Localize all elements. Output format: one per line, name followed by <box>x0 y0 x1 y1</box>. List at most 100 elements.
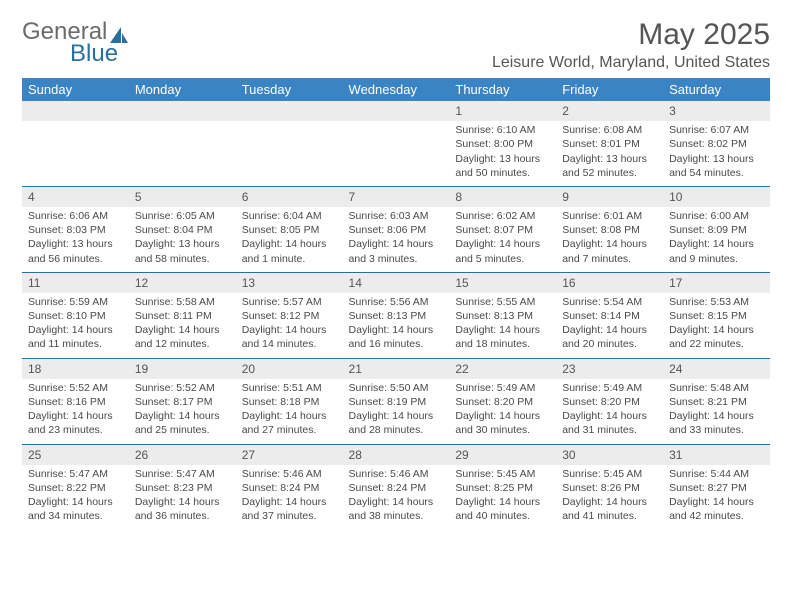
day-details-cell <box>343 121 450 186</box>
day-details-cell <box>22 121 129 186</box>
day-number-cell <box>343 101 450 121</box>
day-number-cell: 8 <box>449 186 556 207</box>
day-details-cell: Sunrise: 6:10 AMSunset: 8:00 PMDaylight:… <box>449 121 556 186</box>
day-details-cell: Sunrise: 5:47 AMSunset: 8:22 PMDaylight:… <box>22 465 129 530</box>
daylight-line1: Daylight: 14 hours <box>349 409 444 423</box>
dayname-thu: Thursday <box>449 78 556 101</box>
sunrise-line: Sunrise: 5:57 AM <box>242 295 337 309</box>
day-details-cell: Sunrise: 6:06 AMSunset: 8:03 PMDaylight:… <box>22 207 129 272</box>
sunset-line: Sunset: 8:25 PM <box>455 481 550 495</box>
daylight-line1: Daylight: 14 hours <box>242 237 337 251</box>
sunset-line: Sunset: 8:17 PM <box>135 395 230 409</box>
daylight-line2: and 42 minutes. <box>669 509 764 523</box>
daylight-line1: Daylight: 14 hours <box>242 409 337 423</box>
daylight-line1: Daylight: 14 hours <box>455 409 550 423</box>
day-number-cell: 6 <box>236 186 343 207</box>
day-number-cell: 26 <box>129 444 236 465</box>
day-details-cell: Sunrise: 5:55 AMSunset: 8:13 PMDaylight:… <box>449 293 556 358</box>
sunset-line: Sunset: 8:02 PM <box>669 137 764 151</box>
daylight-line2: and 27 minutes. <box>242 423 337 437</box>
daylight-line1: Daylight: 14 hours <box>455 237 550 251</box>
sunrise-line: Sunrise: 5:51 AM <box>242 381 337 395</box>
day-details-cell: Sunrise: 5:57 AMSunset: 8:12 PMDaylight:… <box>236 293 343 358</box>
sunset-line: Sunset: 8:01 PM <box>562 137 657 151</box>
day-number-cell: 12 <box>129 272 236 293</box>
sunset-line: Sunset: 8:08 PM <box>562 223 657 237</box>
sunset-line: Sunset: 8:20 PM <box>455 395 550 409</box>
day-details-cell: Sunrise: 6:04 AMSunset: 8:05 PMDaylight:… <box>236 207 343 272</box>
daynum-row: 18192021222324 <box>22 358 770 379</box>
day-number-cell: 22 <box>449 358 556 379</box>
dayname-fri: Friday <box>556 78 663 101</box>
sunrise-line: Sunrise: 5:46 AM <box>349 467 444 481</box>
day-number-cell <box>129 101 236 121</box>
sunset-line: Sunset: 8:13 PM <box>349 309 444 323</box>
daylight-line1: Daylight: 13 hours <box>28 237 123 251</box>
dayname-tue: Tuesday <box>236 78 343 101</box>
sunset-line: Sunset: 8:03 PM <box>28 223 123 237</box>
dayname-mon: Monday <box>129 78 236 101</box>
sunrise-line: Sunrise: 5:52 AM <box>135 381 230 395</box>
daylight-line2: and 20 minutes. <box>562 337 657 351</box>
sunrise-line: Sunrise: 6:04 AM <box>242 209 337 223</box>
daylight-line2: and 25 minutes. <box>135 423 230 437</box>
daylight-line2: and 54 minutes. <box>669 166 764 180</box>
day-number-cell: 18 <box>22 358 129 379</box>
day-number-cell: 25 <box>22 444 129 465</box>
sunset-line: Sunset: 8:07 PM <box>455 223 550 237</box>
sunrise-line: Sunrise: 5:49 AM <box>562 381 657 395</box>
day-number-cell <box>236 101 343 121</box>
daylight-line2: and 34 minutes. <box>28 509 123 523</box>
daylight-line1: Daylight: 14 hours <box>349 237 444 251</box>
daylight-line2: and 36 minutes. <box>135 509 230 523</box>
day-number-cell: 4 <box>22 186 129 207</box>
day-details-cell: Sunrise: 6:07 AMSunset: 8:02 PMDaylight:… <box>663 121 770 186</box>
day-number-cell: 21 <box>343 358 450 379</box>
day-number-cell: 14 <box>343 272 450 293</box>
details-row: Sunrise: 6:10 AMSunset: 8:00 PMDaylight:… <box>22 121 770 186</box>
day-number-cell <box>22 101 129 121</box>
day-details-cell <box>129 121 236 186</box>
daylight-line2: and 33 minutes. <box>669 423 764 437</box>
daylight-line1: Daylight: 14 hours <box>669 323 764 337</box>
sunset-line: Sunset: 8:05 PM <box>242 223 337 237</box>
sunrise-line: Sunrise: 6:10 AM <box>455 123 550 137</box>
sunset-line: Sunset: 8:20 PM <box>562 395 657 409</box>
day-number-cell: 31 <box>663 444 770 465</box>
day-details-cell: Sunrise: 5:49 AMSunset: 8:20 PMDaylight:… <box>449 379 556 444</box>
daylight-line2: and 1 minute. <box>242 252 337 266</box>
day-details-cell: Sunrise: 5:53 AMSunset: 8:15 PMDaylight:… <box>663 293 770 358</box>
sunrise-line: Sunrise: 5:53 AM <box>669 295 764 309</box>
daylight-line2: and 12 minutes. <box>135 337 230 351</box>
sunrise-line: Sunrise: 5:59 AM <box>28 295 123 309</box>
details-row: Sunrise: 5:47 AMSunset: 8:22 PMDaylight:… <box>22 465 770 530</box>
day-details-cell: Sunrise: 5:45 AMSunset: 8:25 PMDaylight:… <box>449 465 556 530</box>
day-details-cell: Sunrise: 5:47 AMSunset: 8:23 PMDaylight:… <box>129 465 236 530</box>
daylight-line2: and 50 minutes. <box>455 166 550 180</box>
sunset-line: Sunset: 8:24 PM <box>242 481 337 495</box>
dayname-wed: Wednesday <box>343 78 450 101</box>
daylight-line2: and 5 minutes. <box>455 252 550 266</box>
sunrise-line: Sunrise: 6:07 AM <box>669 123 764 137</box>
daynum-row: 45678910 <box>22 186 770 207</box>
day-details-cell: Sunrise: 5:50 AMSunset: 8:19 PMDaylight:… <box>343 379 450 444</box>
day-details-cell: Sunrise: 5:49 AMSunset: 8:20 PMDaylight:… <box>556 379 663 444</box>
day-details-cell: Sunrise: 6:03 AMSunset: 8:06 PMDaylight:… <box>343 207 450 272</box>
sunrise-line: Sunrise: 5:52 AM <box>28 381 123 395</box>
day-number-cell: 23 <box>556 358 663 379</box>
daylight-line1: Daylight: 14 hours <box>28 495 123 509</box>
day-details-cell: Sunrise: 6:00 AMSunset: 8:09 PMDaylight:… <box>663 207 770 272</box>
daylight-line1: Daylight: 13 hours <box>669 152 764 166</box>
sunrise-line: Sunrise: 6:05 AM <box>135 209 230 223</box>
day-details-cell: Sunrise: 5:52 AMSunset: 8:16 PMDaylight:… <box>22 379 129 444</box>
day-details-cell: Sunrise: 5:56 AMSunset: 8:13 PMDaylight:… <box>343 293 450 358</box>
sunset-line: Sunset: 8:10 PM <box>28 309 123 323</box>
daylight-line2: and 41 minutes. <box>562 509 657 523</box>
daylight-line2: and 38 minutes. <box>349 509 444 523</box>
day-details-cell: Sunrise: 6:05 AMSunset: 8:04 PMDaylight:… <box>129 207 236 272</box>
day-details-cell: Sunrise: 5:46 AMSunset: 8:24 PMDaylight:… <box>343 465 450 530</box>
day-details-cell <box>236 121 343 186</box>
sunrise-line: Sunrise: 5:50 AM <box>349 381 444 395</box>
day-number-cell: 9 <box>556 186 663 207</box>
day-number-cell: 2 <box>556 101 663 121</box>
